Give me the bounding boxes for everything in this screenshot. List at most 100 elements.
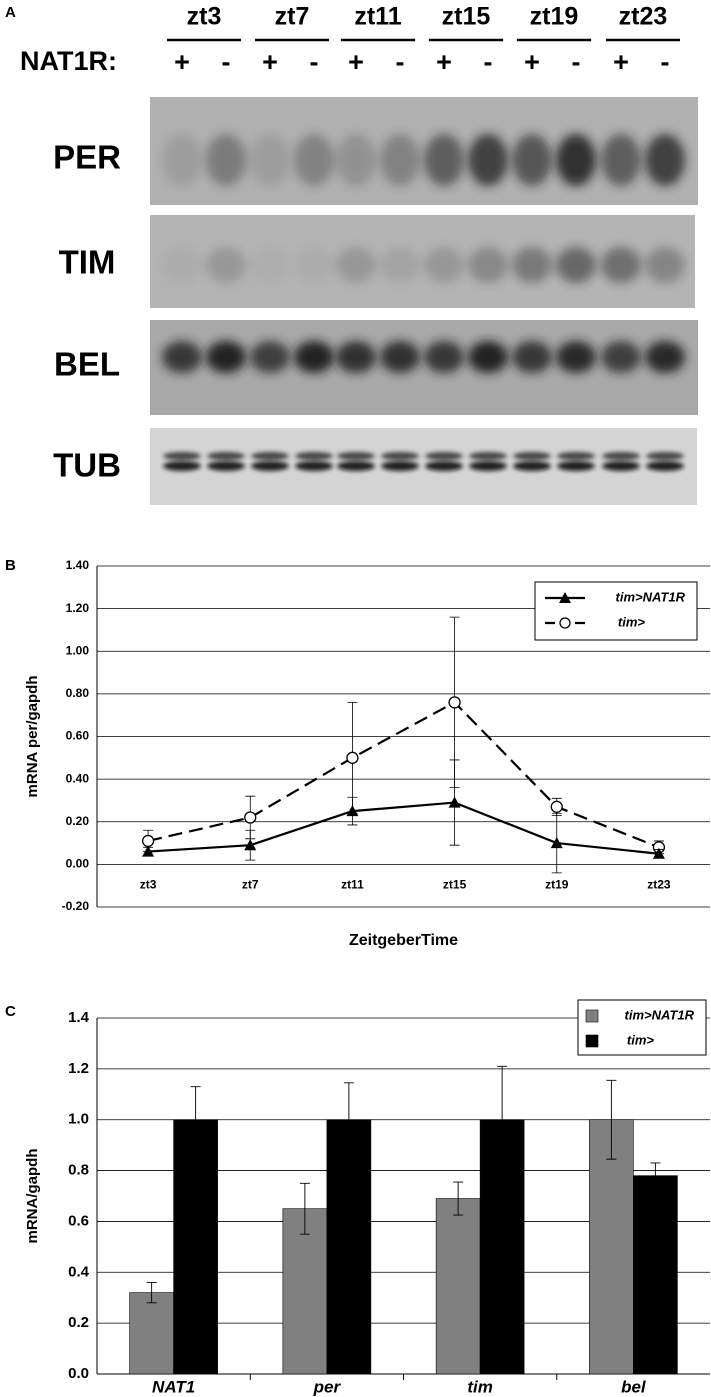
legend-label: tim>	[627, 1032, 655, 1047]
y-tick-label: 1.0	[68, 1111, 89, 1128]
data-point	[550, 800, 563, 813]
band	[336, 134, 376, 186]
x-tick-label: per	[313, 1377, 342, 1396]
band	[602, 461, 640, 471]
band	[513, 461, 551, 471]
y-tick-label: 0.0	[68, 1365, 89, 1382]
x-tick-label: zt7	[242, 878, 259, 892]
band	[206, 247, 246, 283]
band	[294, 247, 334, 283]
lane-sign: +	[436, 47, 452, 77]
legend-marker	[559, 617, 571, 629]
legend-box	[577, 999, 707, 1056]
band	[380, 134, 420, 186]
x-tick-label: zt15	[443, 878, 467, 892]
lane-sign: +	[524, 47, 540, 77]
blot	[150, 97, 698, 505]
band	[645, 341, 685, 373]
error-bar	[606, 1079, 617, 1160]
band	[250, 341, 290, 373]
data-point	[346, 805, 359, 817]
error-bar	[650, 1162, 661, 1189]
series-line	[148, 801, 660, 855]
blot-row-label: BEL	[54, 346, 120, 383]
blot-row-label: PER	[53, 139, 121, 176]
y-axis-title: mRNA/gapdh	[24, 1149, 41, 1244]
data-point	[346, 751, 359, 764]
band	[162, 134, 202, 186]
blot-row-label: TIM	[59, 244, 116, 281]
x-tick-label: tim	[467, 1377, 493, 1396]
error-bar	[497, 1065, 508, 1174]
lane-sign: +	[262, 47, 278, 77]
data-point	[448, 796, 461, 808]
error-bar	[299, 1182, 310, 1235]
legend-box	[534, 581, 698, 641]
lane-sign: -	[396, 47, 405, 77]
band	[295, 452, 333, 460]
data-point	[244, 811, 257, 824]
band	[251, 452, 289, 460]
band	[337, 452, 375, 460]
band	[162, 341, 202, 373]
band	[380, 247, 420, 283]
y-axis-title: mRNA per/gapdh	[24, 676, 41, 798]
x-tick-label: zt3	[140, 878, 157, 892]
data-point	[652, 847, 665, 859]
band	[336, 341, 376, 373]
band	[601, 247, 641, 283]
y-tick-label: 0.8	[68, 1162, 89, 1179]
band	[512, 134, 552, 186]
legend-label: tim>	[618, 614, 646, 629]
blot-row-label: TUB	[53, 447, 121, 484]
legend-label: tim>NAT1R	[625, 1007, 695, 1022]
panel-label: C	[5, 1003, 16, 1020]
genotype-label: NAT1R:	[20, 46, 117, 76]
y-tick-label: 0.80	[66, 686, 90, 700]
bar	[435, 1198, 481, 1375]
band	[425, 461, 463, 471]
legend-swatch	[585, 1034, 599, 1048]
y-tick-label: 1.2	[68, 1060, 89, 1077]
legend-marker	[559, 592, 571, 603]
y-tick-label: 1.20	[66, 601, 90, 615]
data-point	[550, 837, 563, 849]
band	[512, 247, 552, 283]
band	[557, 461, 595, 471]
y-tick-label: 0.4	[68, 1263, 90, 1280]
band	[381, 461, 419, 471]
band	[206, 341, 246, 373]
error-bar	[190, 1086, 201, 1154]
lane-sign: -	[310, 47, 319, 77]
band	[469, 452, 507, 460]
lane-group-label: zt19	[530, 3, 579, 31]
band	[424, 247, 464, 283]
band	[424, 341, 464, 373]
band	[336, 247, 376, 283]
lane-group-label: zt7	[275, 3, 310, 31]
y-tick-label: 1.4	[68, 1009, 90, 1026]
data-point	[141, 834, 155, 848]
legend-label: tim>NAT1R	[616, 589, 686, 604]
error-bar	[146, 1282, 157, 1304]
band	[469, 461, 507, 471]
band	[646, 452, 684, 460]
y-tick-label: 0.2	[68, 1314, 89, 1331]
y-tick-label: 0.40	[66, 771, 90, 785]
band	[513, 452, 551, 460]
band	[468, 341, 508, 373]
x-tick-label: zt19	[545, 878, 569, 892]
bar	[129, 1292, 174, 1375]
x-axis-title: ZeitgeberTime	[349, 932, 458, 949]
band	[557, 452, 595, 460]
bar	[326, 1119, 372, 1375]
band	[295, 461, 333, 471]
lane-group-label: zt15	[442, 3, 491, 31]
error-bar	[343, 1082, 354, 1158]
band	[163, 452, 201, 460]
data-point	[448, 696, 461, 709]
panel-label: B	[5, 557, 16, 574]
bar	[633, 1175, 678, 1375]
band	[207, 461, 245, 471]
